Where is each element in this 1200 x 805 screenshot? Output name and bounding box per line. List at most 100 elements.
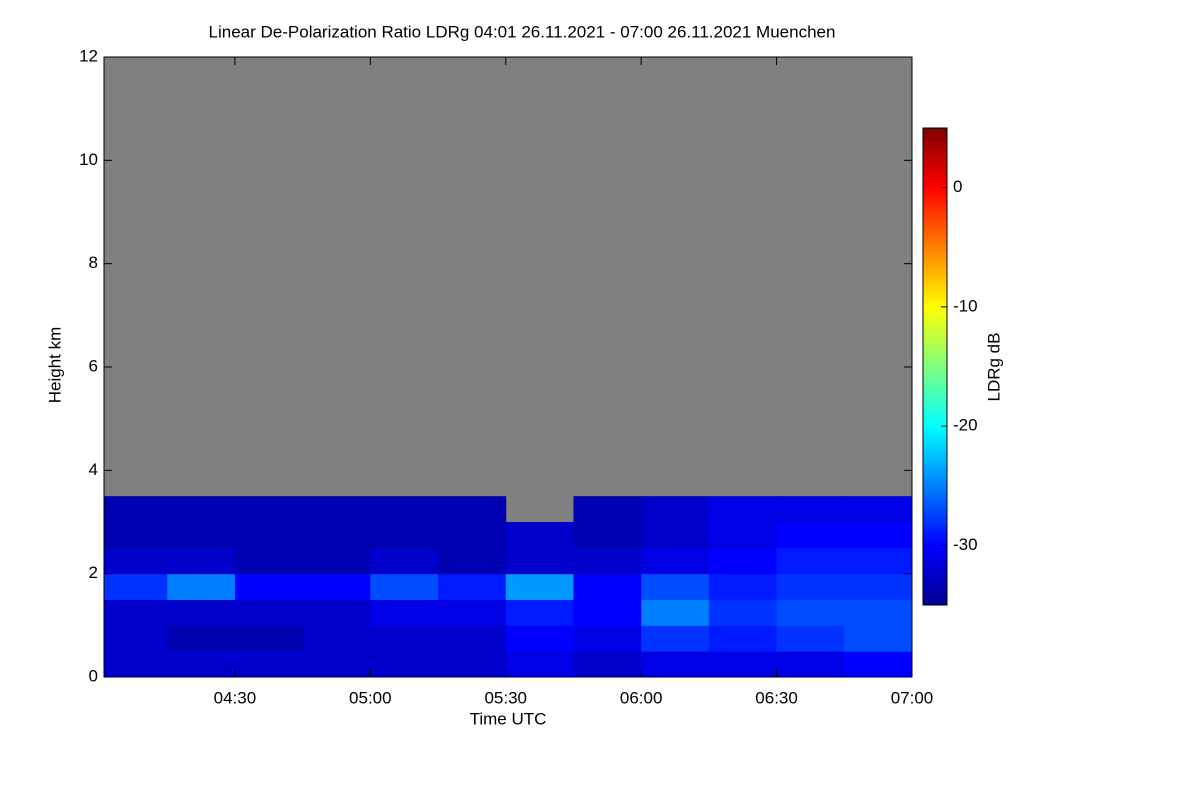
heatmap-cell	[505, 573, 574, 600]
heatmap-cell	[505, 651, 574, 678]
heatmap-cell	[167, 651, 236, 678]
heatmap-cell	[641, 496, 710, 523]
heatmap-cell	[104, 625, 168, 652]
heatmap-cell	[234, 573, 304, 600]
heatmap-cell	[844, 496, 913, 523]
heatmap-cell	[302, 522, 371, 549]
heatmap-cell	[104, 522, 168, 549]
colorbar-tick-label: -10	[953, 296, 978, 315]
y-tick-label: 2	[89, 563, 98, 582]
heatmap-cell	[505, 625, 574, 652]
x-tick-label: 06:00	[620, 688, 663, 707]
heatmap-cell	[844, 599, 913, 626]
heatmap-cell	[234, 651, 304, 678]
heatmap-cell	[104, 547, 168, 575]
heatmap-cell	[776, 573, 845, 600]
heatmap-cell	[302, 625, 371, 652]
heatmap-cell	[708, 496, 778, 523]
y-tick-label: 0	[89, 666, 98, 685]
heatmap-cell	[573, 496, 642, 523]
heatmap-cell	[370, 625, 439, 652]
y-axis-label: Height km	[45, 327, 64, 404]
heatmap-cell	[167, 573, 236, 600]
heatmap-cell	[641, 573, 710, 600]
heatmap-cell	[776, 625, 845, 652]
heatmap-cell	[370, 599, 439, 626]
heatmap-cell	[844, 651, 913, 678]
heatmap-cell	[104, 573, 168, 600]
heatmap-cell	[302, 599, 371, 626]
y-tick-label: 8	[89, 253, 98, 272]
x-tick-label: 04:30	[214, 688, 257, 707]
heatmap-cell	[641, 625, 710, 652]
heatmap-cell	[234, 547, 304, 575]
heatmap-cell	[844, 522, 913, 549]
heatmap-cell	[438, 547, 507, 575]
heatmap-cell	[370, 651, 439, 678]
heatmap-cell	[302, 651, 371, 678]
heatmap-cell	[573, 522, 642, 549]
heatmap-cell	[641, 522, 710, 549]
heatmap-cell	[438, 625, 507, 652]
heatmap-cell	[505, 522, 574, 549]
heatmap-cell	[641, 599, 710, 626]
heatmap-cell	[234, 625, 304, 652]
heatmap-cell	[844, 547, 913, 575]
heatmap-cell	[104, 599, 168, 626]
heatmap-cell	[844, 625, 913, 652]
heatmap-cell	[302, 573, 371, 600]
y-tick-label: 10	[79, 150, 98, 169]
heatmap-cell	[370, 496, 439, 523]
heatmap-cell	[438, 599, 507, 626]
heatmap-cell	[438, 651, 507, 678]
heatmap-cell	[370, 547, 439, 575]
colorbar-tick-label: -30	[953, 535, 978, 554]
heatmap-cell	[573, 625, 642, 652]
heatmap-cell	[776, 651, 845, 678]
x-axis-label: Time UTC	[470, 709, 547, 728]
heatmap-cell	[708, 599, 778, 626]
heatmap-cell	[167, 625, 236, 652]
heatmap-cell	[104, 651, 168, 678]
heatmap-cell	[167, 496, 236, 523]
heatmap-cell	[234, 522, 304, 549]
x-tick-label: 05:30	[484, 688, 527, 707]
y-tick-label: 6	[89, 356, 98, 375]
heatmap-cell	[573, 547, 642, 575]
heatmap-cell	[505, 599, 574, 626]
y-tick-label: 4	[89, 460, 98, 479]
heatmap-cell	[708, 651, 778, 678]
heatmap-cell	[370, 573, 439, 600]
heatmap-cell	[573, 573, 642, 600]
heatmap-cell	[167, 547, 236, 575]
chart-title: Linear De-Polarization Ratio LDRg 04:01 …	[209, 22, 836, 41]
heatmap-cell	[708, 625, 778, 652]
colorbar-label: LDRg dB	[984, 333, 1003, 402]
heatmap-cell	[438, 522, 507, 549]
heatmap-cell	[708, 547, 778, 575]
heatmap-cell	[844, 573, 913, 600]
heatmap-cell	[370, 522, 439, 549]
x-tick-label: 06:30	[755, 688, 798, 707]
heatmap-cell	[708, 573, 778, 600]
heatmap-cell	[573, 651, 642, 678]
heatmap-cell	[302, 547, 371, 575]
heatmap-cell	[573, 599, 642, 626]
heatmap-cell	[104, 496, 168, 523]
heatmap-cell	[776, 547, 845, 575]
heatmap-cell	[234, 496, 304, 523]
heatmap-cell	[234, 599, 304, 626]
colorbar-tick-label: -20	[953, 416, 978, 435]
heatmap-cell	[641, 547, 710, 575]
heatmap-cell	[438, 573, 507, 600]
colorbar	[922, 127, 948, 606]
colorbar-tick-label: 0	[953, 177, 962, 196]
heatmap-cell	[776, 599, 845, 626]
heatmap-cell	[167, 522, 236, 549]
heatmap-cell	[505, 547, 574, 575]
heatmap-cell	[641, 651, 710, 678]
heatmap-cell	[302, 496, 371, 523]
x-tick-label: 05:00	[349, 688, 392, 707]
heatmap-cell	[438, 496, 507, 523]
